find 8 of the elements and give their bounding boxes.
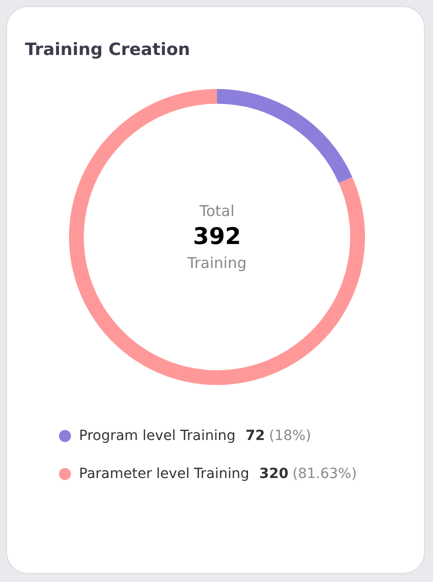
data-label: 320 (81.63%) xyxy=(259,466,357,482)
text: 392 xyxy=(192,224,242,250)
legend-label: Parameter level Training xyxy=(79,466,250,482)
legend-label: Program level Training xyxy=(79,428,236,444)
text: Total xyxy=(198,202,235,220)
data-label: 72 (18%) xyxy=(246,428,312,444)
text: Training xyxy=(186,254,247,272)
chart-title: Training Creation xyxy=(25,40,190,60)
